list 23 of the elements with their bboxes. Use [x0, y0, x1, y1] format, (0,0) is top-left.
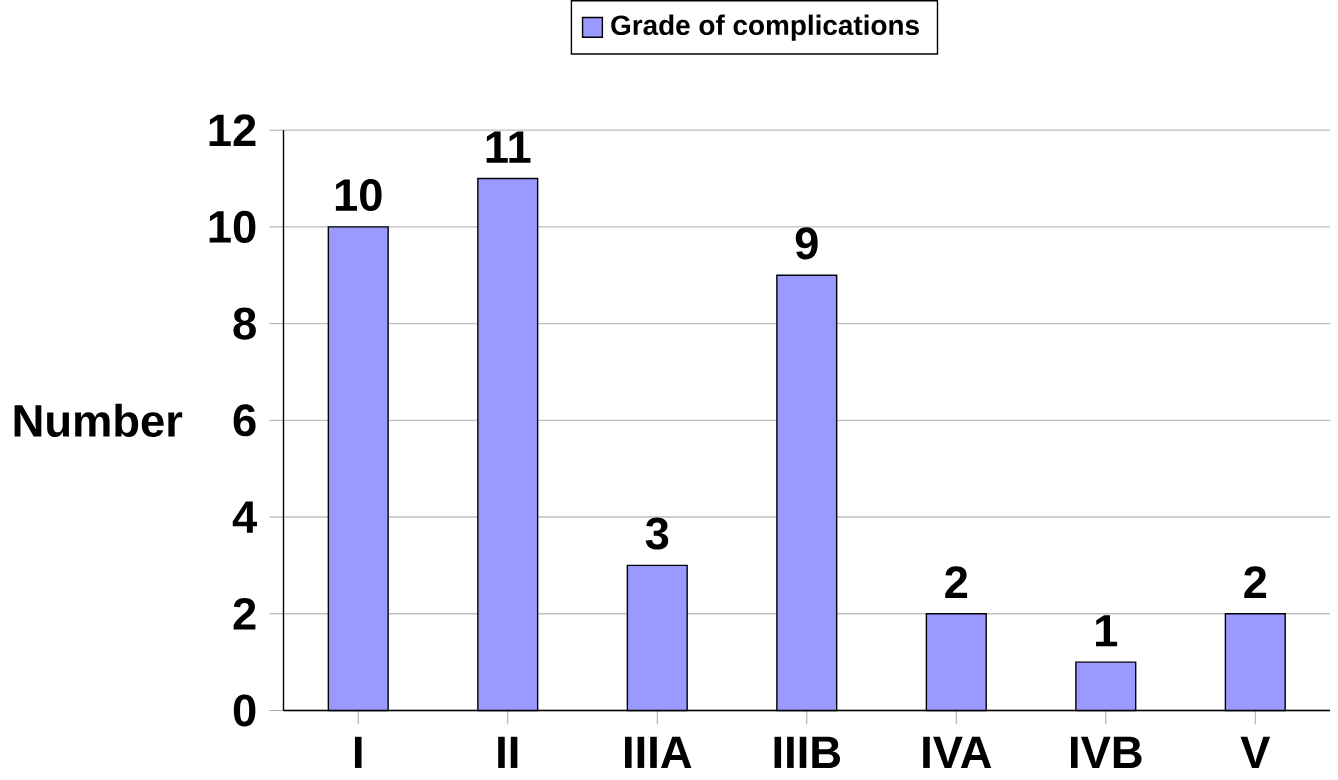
y-axis-title: Number: [14, 403, 183, 438]
legend-label: Grade of complications: [611, 14, 919, 41]
y-tick-label: 2: [233, 598, 256, 630]
data-label: 2: [945, 566, 968, 599]
x-tick-label: V: [1240, 736, 1271, 769]
y-tick-label: 8: [233, 307, 256, 340]
data-label: 3: [645, 517, 669, 550]
y-tick-label: 4: [232, 501, 258, 533]
y-tick-label: 0: [233, 694, 256, 727]
y-tick-label: 6: [233, 404, 256, 437]
y-tick-label: 10: [209, 211, 256, 244]
data-label: 9: [795, 227, 818, 260]
data-label: 2: [1244, 566, 1267, 599]
x-tick-label: IVA: [923, 736, 992, 769]
data-label: 10: [335, 179, 382, 212]
data-label: 1: [1096, 615, 1118, 647]
x-tick-label: II: [498, 736, 518, 769]
data-label: 11: [486, 131, 531, 163]
x-tick-label: I: [354, 736, 362, 769]
x-tick-label: IVB: [1071, 736, 1142, 769]
x-tick-label: IIIB: [774, 736, 840, 769]
y-tick-label: 12: [209, 114, 256, 147]
x-tick-label: IIIA: [625, 736, 692, 769]
